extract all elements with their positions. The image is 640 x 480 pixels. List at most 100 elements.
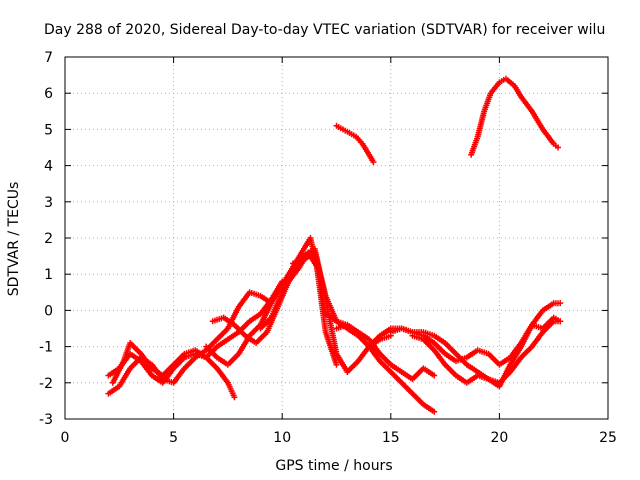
data-point-cluster <box>432 341 447 356</box>
data-point-cluster <box>422 366 436 378</box>
data-point <box>431 372 438 379</box>
y-tick-label: 4 <box>44 159 53 175</box>
data-point-cluster <box>465 348 479 360</box>
data-point-cluster <box>194 348 208 360</box>
data-point-cluster <box>346 323 360 334</box>
data-point-cluster <box>389 370 404 385</box>
data-point-cluster <box>421 337 436 352</box>
data-point <box>557 318 564 325</box>
data-point-cluster <box>508 356 523 374</box>
data-point-cluster <box>519 345 534 359</box>
data-point-cluster <box>204 356 219 370</box>
data-point-cluster <box>465 373 479 385</box>
ticks: 0 5 10 15 20 25 -3 -2 -1 0 1 2 3 4 5 6 7 <box>39 50 617 446</box>
data-point-cluster <box>183 351 197 360</box>
series-trace-13 <box>468 75 562 158</box>
data-point-cluster <box>225 381 237 399</box>
data-point-cluster <box>107 384 121 396</box>
data-point-cluster <box>204 345 219 359</box>
data-point-cluster <box>342 127 351 135</box>
data-point-cluster <box>335 124 344 132</box>
data-point-cluster <box>248 323 262 338</box>
y-tick-label: 1 <box>44 267 53 283</box>
data-point-cluster <box>215 327 230 341</box>
data-point-cluster <box>541 301 555 313</box>
data-point-cluster <box>323 294 339 323</box>
data-point <box>431 408 438 415</box>
data-point-cluster <box>400 370 414 381</box>
data-point-cluster <box>357 330 371 342</box>
series-trace-12 <box>333 122 377 165</box>
data-point-cluster <box>498 355 512 367</box>
data-point-cluster <box>454 373 468 385</box>
data-point-cluster <box>226 330 240 342</box>
y-axis-label: SDTVAR / TECUs <box>6 182 22 297</box>
data-point-cluster <box>258 302 274 327</box>
y-tick-label: 3 <box>44 195 53 211</box>
y-tick-label: -3 <box>39 412 53 428</box>
y-tick-label: 5 <box>44 122 53 138</box>
data-point-cluster <box>128 341 143 356</box>
data-point-cluster <box>237 290 252 309</box>
data-point-cluster <box>172 352 186 367</box>
data-point-cluster <box>244 333 258 345</box>
data-point-cluster <box>233 323 247 338</box>
data-point-cluster <box>432 348 447 367</box>
data-point-cluster <box>280 265 295 287</box>
data-point-cluster <box>378 359 393 374</box>
data-point-cluster <box>117 367 133 388</box>
data-point-cluster <box>443 341 458 356</box>
data-point-cluster <box>150 366 164 378</box>
data-point-cluster <box>443 363 458 377</box>
data-point-cluster <box>171 366 187 385</box>
data-point-cluster <box>487 352 501 367</box>
x-tick-label: 15 <box>382 430 400 446</box>
data-point-cluster <box>360 142 371 156</box>
data-point-cluster <box>302 247 316 258</box>
data-point-cluster <box>222 315 236 327</box>
data-point-cluster <box>422 333 436 345</box>
data-point-cluster <box>400 381 414 396</box>
data-point-cluster <box>139 359 154 377</box>
data-point-cluster <box>552 300 561 307</box>
data-point-cluster <box>226 352 241 367</box>
data-point-cluster <box>508 345 523 366</box>
data-point-cluster <box>161 363 175 377</box>
data-point <box>231 394 238 401</box>
data-point-cluster <box>552 315 561 324</box>
series-trace-7 <box>290 249 438 415</box>
data-point-cluster <box>411 366 425 381</box>
data-point-cluster <box>323 331 339 366</box>
x-axis-label: GPS time / hours <box>275 458 392 474</box>
data-point-cluster <box>211 315 225 324</box>
data-point-cluster <box>348 131 357 139</box>
data-point-cluster <box>302 250 316 262</box>
data-point-cluster <box>530 110 545 131</box>
data-point-cluster <box>259 316 273 330</box>
data-point-cluster <box>183 356 197 370</box>
data-point-cluster <box>345 359 360 374</box>
data-point-cluster <box>139 352 154 370</box>
y-tick-label: 6 <box>44 86 53 102</box>
data-point-cluster <box>411 392 425 406</box>
y-tick-label: 0 <box>44 303 53 319</box>
data-point-cluster <box>519 95 534 113</box>
data-point-cluster <box>354 135 364 146</box>
data-point-cluster <box>433 333 447 345</box>
series-trace-8 <box>333 321 438 383</box>
data-point-cluster <box>172 356 186 370</box>
chart-title: Day 288 of 2020, Sidereal Day-to-day VTE… <box>44 22 605 38</box>
data-point <box>370 158 377 165</box>
data-point <box>333 361 340 368</box>
data-point <box>557 300 564 307</box>
data-point-cluster <box>465 362 479 374</box>
x-tick-label: 20 <box>490 430 508 446</box>
y-tick-label: 7 <box>44 50 53 66</box>
data-point-cluster <box>346 326 360 338</box>
data-point-cluster <box>269 283 285 305</box>
data-point-cluster <box>269 291 285 319</box>
data-point-cluster <box>312 251 329 297</box>
data-point-cluster <box>215 366 230 385</box>
data-point-cluster <box>367 334 382 348</box>
